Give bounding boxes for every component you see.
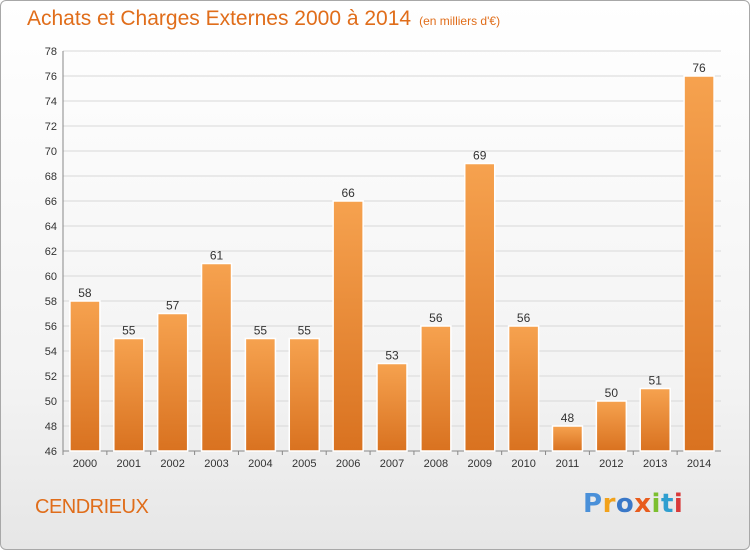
y-tick-label: 66 (45, 196, 57, 208)
x-tick-label: 2010 (511, 458, 535, 470)
bar (595, 400, 628, 452)
bar (463, 162, 496, 452)
data-label: 58 (78, 286, 92, 300)
chart-title-text: Achats et Charges Externes 2000 à 2014 (27, 7, 412, 30)
location-label: CENDRIEUX (35, 496, 149, 518)
x-tick-label: 2000 (73, 458, 97, 470)
y-tick-label: 64 (45, 221, 57, 233)
x-tick-label: 2012 (599, 458, 623, 470)
data-label: 48 (561, 411, 575, 425)
proxiti-logo: Proxiti (583, 489, 684, 519)
data-label: 55 (122, 324, 136, 338)
y-tick-label: 78 (45, 46, 57, 58)
x-tick-label: 2011 (556, 458, 580, 470)
bar (551, 425, 584, 452)
y-tick-label: 74 (45, 96, 57, 108)
y-tick-label: 68 (45, 171, 57, 183)
y-tick-label: 56 (45, 321, 57, 333)
data-label: 57 (166, 299, 180, 313)
x-tick-label: 2006 (336, 458, 360, 470)
x-tick-label: 2003 (204, 458, 228, 470)
data-label: 55 (254, 324, 268, 338)
data-label: 53 (385, 349, 399, 363)
chart-title: Achats et Charges Externes 2000 à 2014 (e… (27, 7, 500, 31)
bar (69, 300, 101, 452)
data-label: 50 (605, 386, 619, 400)
chart-subtitle: (en milliers d'€) (419, 14, 501, 28)
y-tick-label: 72 (45, 121, 57, 133)
x-tick-label: 2005 (292, 458, 316, 470)
data-label: 76 (692, 61, 706, 75)
y-tick-label: 60 (45, 271, 57, 283)
x-tick-label: 2014 (687, 458, 711, 470)
bar (639, 387, 671, 452)
y-tick-label: 70 (45, 146, 57, 158)
x-tick-label: 2001 (117, 458, 141, 470)
x-tick-label: 2007 (380, 458, 404, 470)
data-label: 61 (210, 249, 224, 263)
bar (288, 337, 321, 452)
data-label: 51 (649, 374, 663, 388)
bar (376, 362, 408, 452)
data-label: 69 (473, 149, 487, 163)
data-labels: 58 55 57 61 55 55 66 53 56 69 56 48 50 51 76 (78, 61, 706, 425)
data-label: 56 (517, 311, 531, 325)
x-tick-label: 2013 (643, 458, 667, 470)
y-tick-label: 58 (45, 296, 57, 308)
y-tick-label: 50 (45, 396, 57, 408)
y-tick-label: 46 (45, 446, 57, 458)
bar (113, 337, 145, 452)
bar (420, 325, 452, 452)
bars (69, 75, 715, 452)
x-tick-label: 2008 (424, 458, 448, 470)
x-tick-label: 2002 (160, 458, 184, 470)
data-label: 66 (341, 186, 355, 200)
y-tick-label: 76 (45, 71, 57, 83)
bar (507, 325, 540, 452)
x-tick-label: 2009 (467, 458, 491, 470)
bar (156, 312, 189, 452)
y-tick-label: 62 (45, 246, 57, 258)
bar (244, 337, 277, 452)
x-tick-label: 2004 (248, 458, 272, 470)
bar (683, 75, 715, 452)
data-label: 56 (429, 311, 443, 325)
bar (200, 262, 233, 452)
y-tick-label: 48 (45, 421, 57, 433)
bar (332, 200, 364, 452)
data-label: 55 (298, 324, 312, 338)
y-tick-label: 54 (45, 346, 57, 358)
y-tick-label: 52 (45, 371, 57, 383)
